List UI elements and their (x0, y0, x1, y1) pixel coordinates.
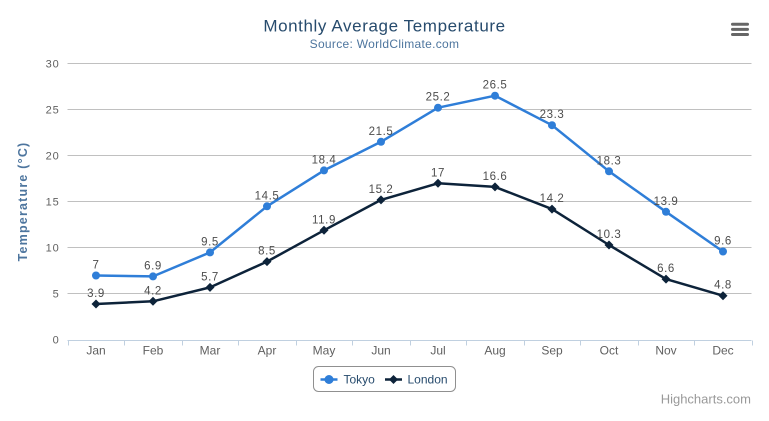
svg-text:Nov: Nov (655, 344, 676, 358)
svg-text:Jan: Jan (86, 344, 105, 358)
svg-text:Temperature (°C): Temperature (°C) (16, 142, 30, 262)
svg-text:Tokyo: Tokyo (344, 373, 376, 387)
svg-text:20: 20 (46, 151, 60, 163)
svg-text:11.9: 11.9 (312, 214, 336, 226)
svg-text:0: 0 (53, 335, 60, 347)
svg-text:21.5: 21.5 (369, 126, 394, 138)
svg-text:8.5: 8.5 (258, 246, 276, 258)
svg-text:30: 30 (46, 59, 60, 71)
svg-text:Dec: Dec (712, 344, 733, 358)
svg-text:18.4: 18.4 (312, 154, 337, 166)
svg-text:15: 15 (46, 197, 60, 209)
svg-text:17: 17 (431, 167, 445, 179)
svg-text:Source: WorldClimate.com: Source: WorldClimate.com (310, 37, 460, 51)
svg-text:Feb: Feb (143, 344, 164, 358)
svg-text:4.8: 4.8 (714, 280, 732, 292)
svg-text:14.2: 14.2 (540, 193, 565, 205)
svg-text:9.5: 9.5 (201, 236, 219, 248)
svg-text:7: 7 (93, 260, 100, 272)
svg-text:14.5: 14.5 (255, 190, 280, 202)
svg-text:Oct: Oct (600, 344, 619, 358)
svg-text:16.6: 16.6 (483, 171, 508, 183)
svg-text:Mar: Mar (200, 344, 221, 358)
svg-text:10.3: 10.3 (597, 229, 622, 241)
svg-text:23.3: 23.3 (540, 109, 565, 121)
svg-text:5: 5 (53, 289, 60, 301)
svg-text:25: 25 (46, 105, 60, 117)
svg-text:15.2: 15.2 (369, 184, 394, 196)
svg-text:4.2: 4.2 (144, 285, 162, 297)
svg-text:9.6: 9.6 (714, 236, 732, 248)
svg-text:London: London (408, 373, 448, 387)
svg-text:Jun: Jun (371, 344, 390, 358)
svg-text:26.5: 26.5 (483, 80, 508, 92)
svg-text:Highcharts.com: Highcharts.com (661, 392, 751, 407)
svg-text:13.9: 13.9 (654, 196, 679, 208)
svg-text:Jul: Jul (430, 344, 445, 358)
svg-text:5.7: 5.7 (201, 271, 219, 283)
svg-text:Sep: Sep (541, 344, 563, 358)
svg-text:May: May (313, 344, 336, 358)
svg-text:10: 10 (46, 243, 60, 255)
svg-text:6.6: 6.6 (657, 263, 675, 275)
svg-text:18.3: 18.3 (597, 155, 622, 167)
svg-text:Monthly Average Temperature: Monthly Average Temperature (263, 17, 505, 36)
svg-text:Apr: Apr (258, 344, 277, 358)
svg-text:6.9: 6.9 (144, 260, 162, 272)
svg-text:25.2: 25.2 (426, 92, 451, 104)
svg-text:3.9: 3.9 (87, 288, 105, 300)
svg-text:Aug: Aug (484, 344, 505, 358)
